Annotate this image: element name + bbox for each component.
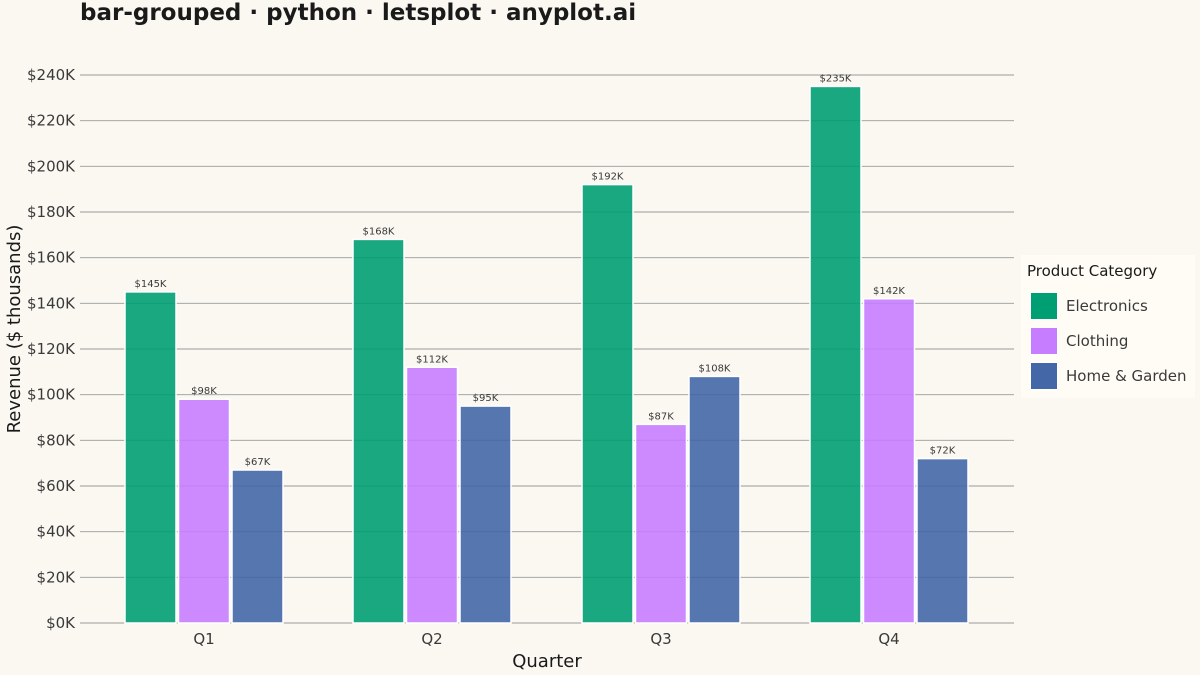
bar-value-label: $142K <box>873 286 905 297</box>
y-tick-label: $40K <box>37 523 77 541</box>
x-tick-label: Q2 <box>421 630 442 648</box>
x-axis-title: Quarter <box>512 651 582 672</box>
bar-value-label: $145K <box>134 279 166 290</box>
bars <box>124 85 969 624</box>
legend: Product Category Electronics Clothing Home… <box>1021 255 1195 398</box>
bar-value-label: $95K <box>473 393 499 404</box>
legend-label: Home & Garden <box>1066 367 1187 385</box>
bar-value-label: $112K <box>416 354 448 365</box>
bar-value-label: $67K <box>245 457 271 468</box>
legend-label: Electronics <box>1066 297 1148 315</box>
bar-home-garden-q4 <box>916 457 969 624</box>
x-tick-label: Q3 <box>650 630 671 648</box>
legend-swatch <box>1030 292 1058 320</box>
chart-title: bar-grouped · python · letsplot · anyplo… <box>80 0 637 26</box>
bar-electronics-q4 <box>809 85 862 624</box>
bar-value-label: $192K <box>591 172 623 183</box>
data-labels: $145K $98K $67K $168K $112K $95K $192K $87K $108… <box>134 73 955 468</box>
bar-value-label: $87K <box>648 411 674 422</box>
legend-label: Clothing <box>1066 332 1129 350</box>
y-tick-label: $240K <box>27 66 76 84</box>
bar-value-label: $98K <box>191 386 217 397</box>
y-tick-label: $200K <box>27 157 76 175</box>
bar-value-label: $108K <box>698 363 730 374</box>
legend-item: Clothing <box>1030 326 1128 356</box>
bar-electronics-q3 <box>581 183 634 624</box>
legend-item: Electronics <box>1030 291 1148 321</box>
y-axis-title: Revenue ($ thousands) <box>4 225 25 434</box>
legend-swatch <box>1030 362 1058 390</box>
bar-clothing-q4 <box>862 298 916 624</box>
bar-value-label: $72K <box>930 446 956 457</box>
bar-value-label: $168K <box>362 226 394 237</box>
y-axis-ticks: $0K $20K $40K $60K $80K $100K $120K $140K $160K $… <box>27 66 76 632</box>
y-tick-label: $100K <box>27 386 76 404</box>
bar-electronics-q1 <box>124 291 177 624</box>
legend-swatch <box>1030 327 1058 355</box>
y-tick-label: $220K <box>27 112 76 130</box>
y-tick-label: $0K <box>46 614 76 632</box>
y-tick-label: $160K <box>27 249 76 267</box>
y-tick-label: $140K <box>27 294 76 312</box>
y-tick-label: $180K <box>27 203 76 221</box>
bar-home-garden-q2 <box>459 405 512 624</box>
y-tick-label: $80K <box>37 431 77 449</box>
y-tick-label: $60K <box>37 477 77 495</box>
bar-clothing-q2 <box>405 366 459 624</box>
legend-item: Home & Garden <box>1030 361 1187 391</box>
bar-home-garden-q3 <box>688 375 741 624</box>
y-tick-label: $120K <box>27 340 76 358</box>
legend-title: Product Category <box>1027 262 1158 280</box>
bar-value-label: $235K <box>819 73 851 84</box>
y-tick-label: $20K <box>37 568 77 586</box>
bar-home-garden-q1 <box>231 469 284 624</box>
x-tick-label: Q1 <box>193 630 214 648</box>
bar-electronics-q2 <box>352 238 405 624</box>
x-tick-label: Q4 <box>878 630 899 648</box>
bar-clothing-q3 <box>634 423 688 624</box>
x-axis-ticks: Q1 Q2 Q3 Q4 <box>193 630 899 648</box>
bar-clothing-q1 <box>177 398 231 624</box>
